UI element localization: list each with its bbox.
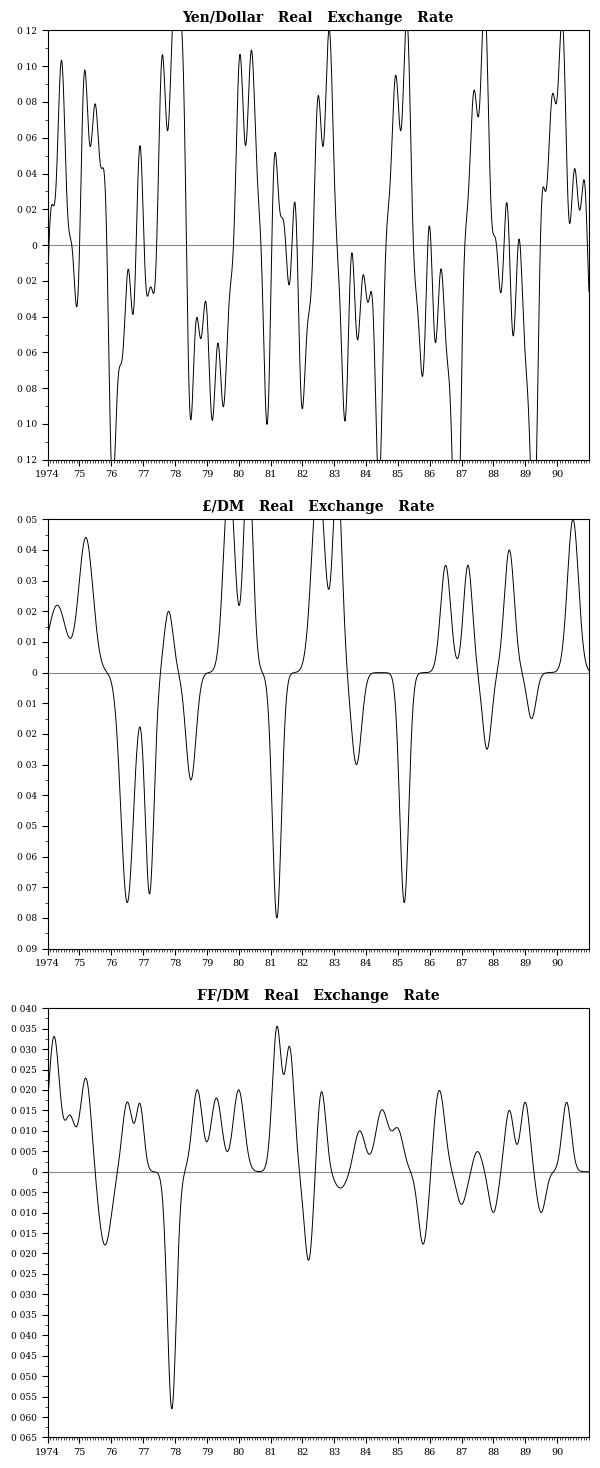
Title: FF/DM   Real   Exchange   Rate: FF/DM Real Exchange Rate <box>197 989 440 1003</box>
Title: £/DM   Real   Exchange   Rate: £/DM Real Exchange Rate <box>202 501 434 514</box>
Title: Yen/Dollar   Real   Exchange   Rate: Yen/Dollar Real Exchange Rate <box>182 12 454 25</box>
